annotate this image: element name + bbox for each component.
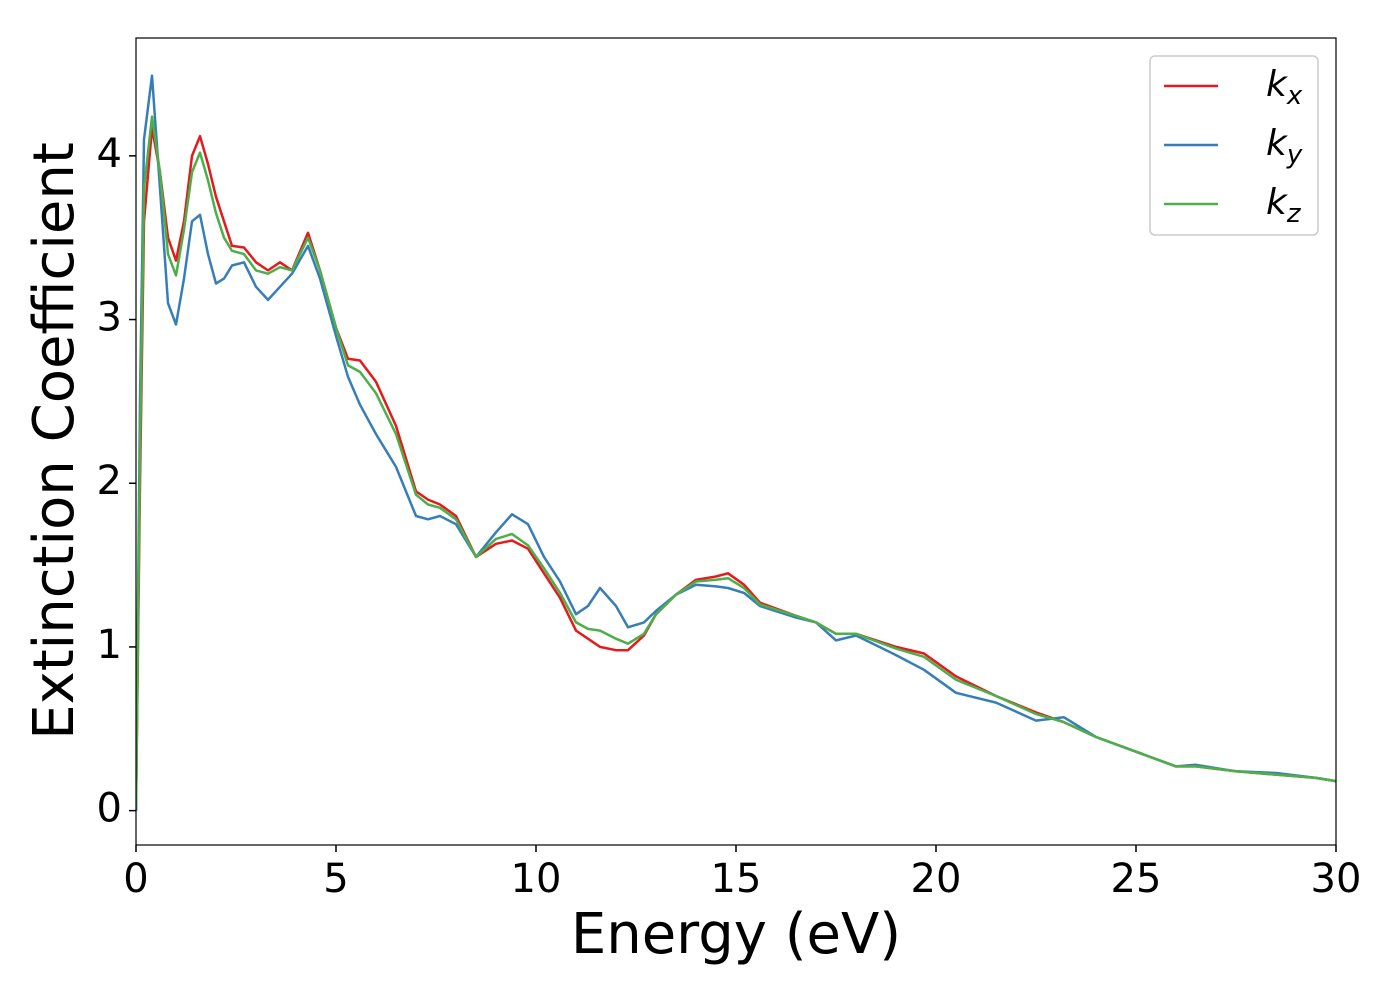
legend-label: kx: [1266, 64, 1303, 111]
y-tick-label: 2: [97, 458, 122, 504]
y-tick-label: 3: [97, 295, 122, 341]
x-axis-label: Energy (eV): [571, 902, 901, 967]
y-tick-label: 1: [97, 622, 122, 668]
plot-frame: [135, 37, 1337, 846]
line-series: [136, 115, 1336, 811]
x-tick-label: 25: [1111, 856, 1162, 902]
x-tick-label: 30: [1311, 856, 1362, 902]
legend-label: ky: [1266, 123, 1303, 170]
y-tick-label: 0: [97, 786, 122, 832]
x-tick-label: 0: [123, 856, 148, 902]
legend-box: [1149, 55, 1319, 236]
line-series: [136, 126, 1336, 811]
x-tick-label: 15: [711, 856, 762, 902]
y-tick-label: 4: [97, 131, 122, 177]
x-tick-label: 20: [911, 856, 962, 902]
legend-label: kz: [1266, 182, 1302, 229]
x-tick-label: 5: [323, 856, 348, 902]
x-tick-label: 10: [511, 856, 562, 902]
line-series: [136, 74, 1336, 811]
y-axis-label: Extinction Coefficient: [22, 142, 87, 740]
